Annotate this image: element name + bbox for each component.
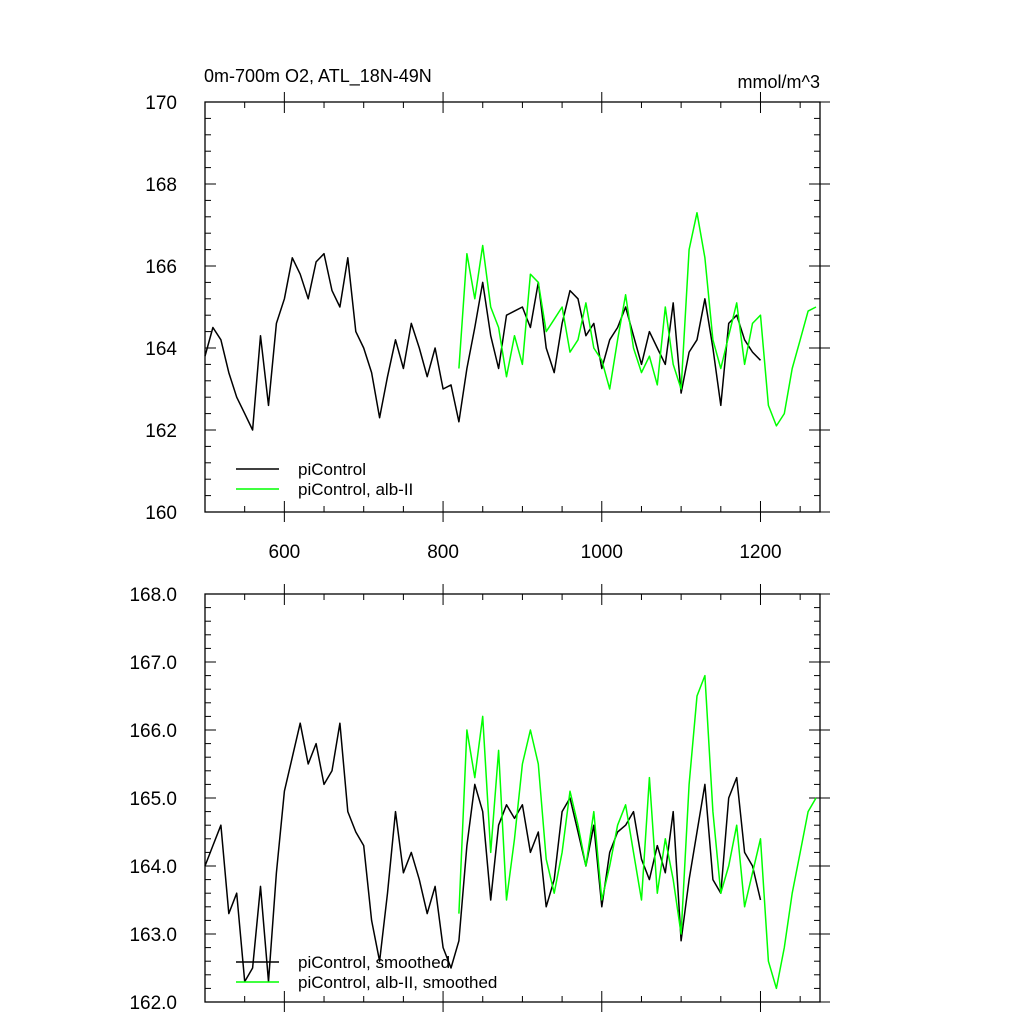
legend-label-picontrol-alb-ii-smoothed: piControl, alb-II, smoothed [298, 973, 497, 992]
top-plot-panel: 600 800 1000 1200 160 162 164 166 168 170 piContr… [145, 92, 830, 563]
bottom-plot-ticks: 162.0 163.0 164.0 165.0 166.0 167.0 168.0 [129, 584, 830, 1014]
top-legend: piControl piControl, alb-II [236, 460, 413, 499]
legend-label-picontrol: piControl [298, 460, 366, 479]
y-tick-label: 164.0 [129, 857, 177, 878]
top-plot-ticks: 600 800 1000 1200 160 162 164 166 168 170 [145, 92, 830, 563]
units-label: mmol/m^3 [738, 72, 820, 92]
y-tick-label: 163.0 [129, 925, 177, 946]
series-line-picontrol [204, 252, 762, 431]
y-tick-label: 164 [145, 339, 177, 360]
y-tick-label: 167.0 [129, 653, 177, 674]
y-tick-label: 160 [145, 503, 177, 524]
y-tick-label: 168.0 [129, 585, 177, 606]
y-tick-label: 165.0 [129, 789, 177, 810]
legend-label-picontrol-smoothed: piControl, smoothed [298, 953, 450, 972]
top-plot-series [204, 211, 817, 431]
x-tick-label: 1200 [739, 542, 781, 563]
bottom-plot-frame [204, 593, 821, 1003]
top-plot-frame [204, 101, 821, 513]
y-tick-label: 166.0 [129, 721, 177, 742]
y-tick-label: 170 [145, 93, 177, 114]
y-tick-label: 162.0 [129, 993, 177, 1014]
y-tick-label: 166 [145, 257, 177, 278]
bottom-plot-series [204, 674, 817, 990]
legend-label-picontrol-alb-ii: piControl, alb-II [298, 480, 413, 499]
x-tick-label: 800 [427, 542, 459, 563]
bottom-plot-panel: 162.0 163.0 164.0 165.0 166.0 167.0 168.0 piCo… [129, 584, 830, 1014]
series-line-picontrol-alb-ii [458, 211, 817, 427]
x-tick-label: 1000 [581, 542, 623, 563]
series-line-picontrol-alb-ii-smoothed [458, 674, 817, 990]
bottom-legend: piControl, smoothed piControl, alb-II, s… [236, 953, 497, 992]
chart-title: 0m-700m O2, ATL_18N-49N [204, 66, 432, 87]
x-tick-label: 600 [269, 542, 301, 563]
series-line-picontrol-smoothed [204, 722, 762, 983]
y-tick-label: 162 [145, 421, 177, 442]
y-tick-label: 168 [145, 175, 177, 196]
